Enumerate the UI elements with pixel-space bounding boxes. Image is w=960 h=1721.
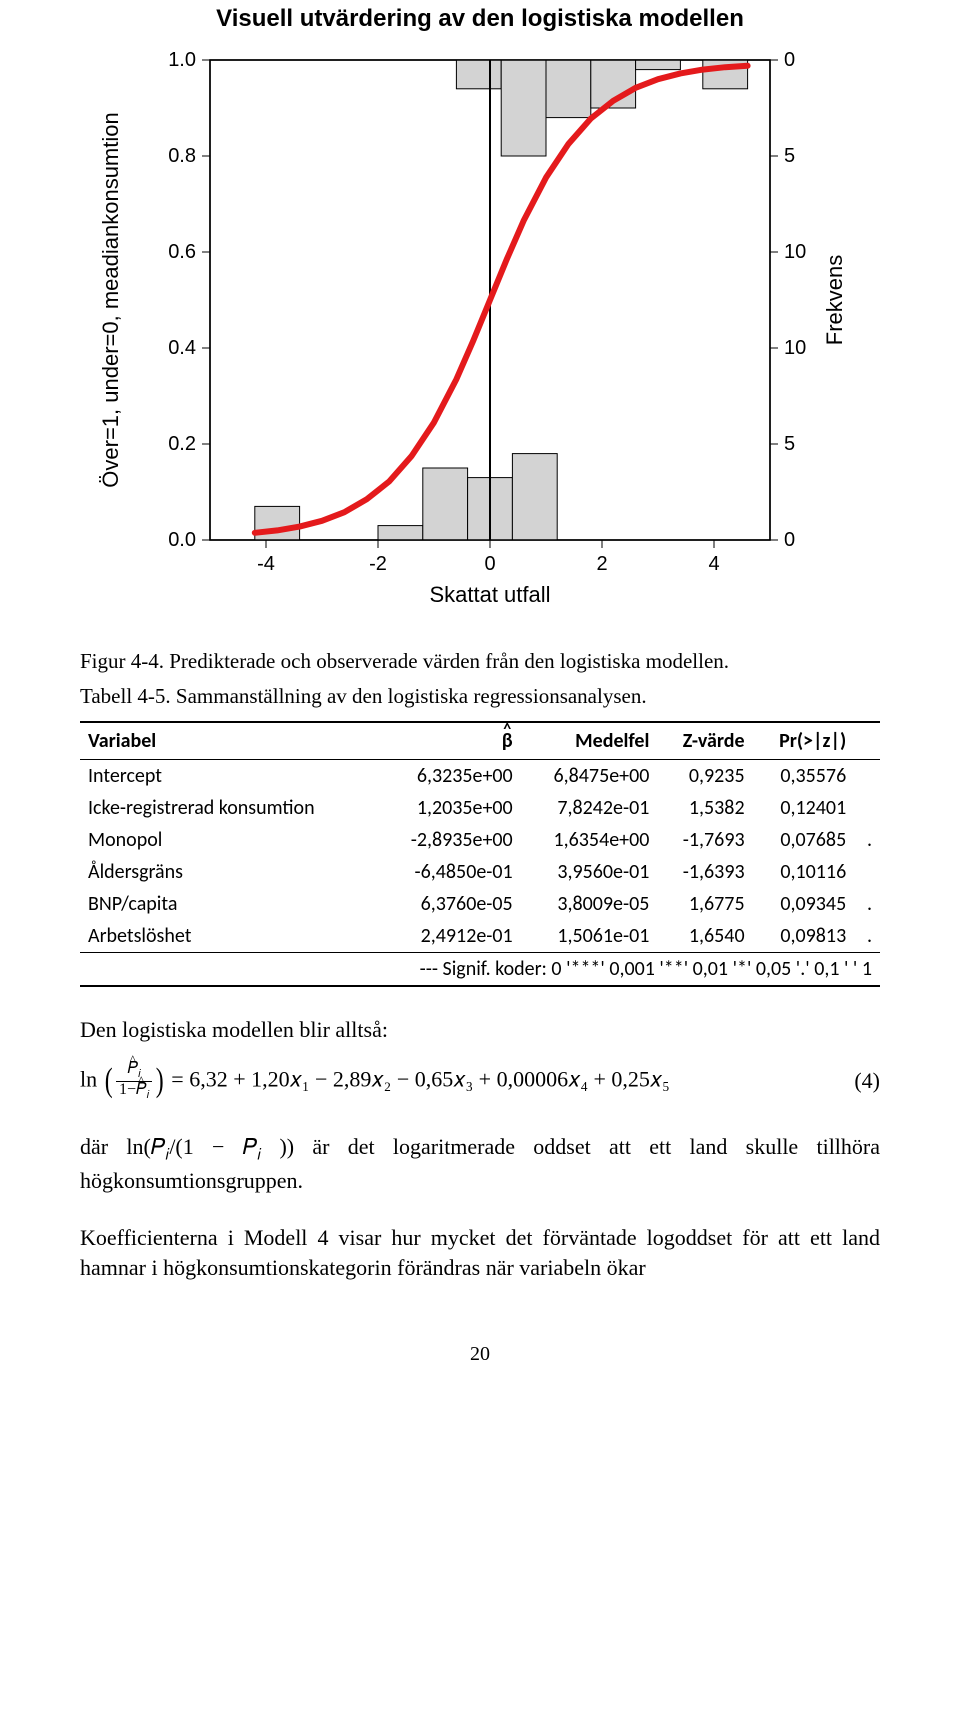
table-cell: 0,09813 — [753, 920, 855, 953]
table-cell: 1,2035e+00 — [377, 792, 521, 824]
chart-container: Visuell utvärdering av den logistiska mo… — [80, 0, 880, 625]
table-cell: . — [854, 920, 880, 953]
table-cell: 6,3760e-05 — [377, 888, 521, 920]
paragraph-coeffs: Koefficienterna i Modell 4 visar hur myc… — [80, 1223, 880, 1282]
table-cell: 0,12401 — [753, 792, 855, 824]
table-cell: 1,6354e+00 — [521, 824, 658, 856]
table-cell: 0,07685 — [753, 824, 855, 856]
svg-text:0.6: 0.6 — [168, 241, 196, 263]
table-cell: 1,6775 — [657, 888, 752, 920]
table-cell: 3,9560e-01 — [521, 856, 658, 888]
table-cell: Intercept — [80, 760, 377, 793]
table-cell: Monopol — [80, 824, 377, 856]
equation-number: (4) — [820, 1068, 880, 1094]
table-cell: -2,8935e+00 — [377, 824, 521, 856]
svg-text:0: 0 — [784, 49, 795, 71]
svg-text:-4: -4 — [257, 553, 275, 575]
svg-text:0.8: 0.8 — [168, 145, 196, 167]
regression-table: VariabelβMedelfelZ-värdePr(>|z|) Interce… — [80, 721, 880, 987]
table-cell: 6,3235e+00 — [377, 760, 521, 793]
svg-text:10: 10 — [784, 337, 806, 359]
table-cell: 0,9235 — [657, 760, 752, 793]
table-cell: 6,8475e+00 — [521, 760, 658, 793]
svg-text:0: 0 — [784, 529, 795, 551]
svg-text:0.4: 0.4 — [168, 337, 196, 359]
svg-text:-2: -2 — [369, 553, 387, 575]
table-cell: -1,6393 — [657, 856, 752, 888]
svg-text:2: 2 — [596, 553, 607, 575]
svg-text:Frekvens: Frekvens — [822, 255, 847, 345]
table-cell: . — [854, 888, 880, 920]
table-cell: 7,8242e-01 — [521, 792, 658, 824]
table-header — [854, 722, 880, 760]
table-cell: -1,7693 — [657, 824, 752, 856]
table-header: Medelfel — [521, 722, 658, 760]
model-intro: Den logistiska modellen blir alltså: — [80, 1015, 880, 1045]
table-cell: -6,4850e-01 — [377, 856, 521, 888]
svg-text:1.0: 1.0 — [168, 49, 196, 71]
table-cell: 0,10116 — [753, 856, 855, 888]
svg-text:4: 4 — [708, 553, 719, 575]
table-header: β — [377, 722, 521, 760]
page-number: 20 — [80, 1343, 880, 1366]
table-cell: BNP/capita — [80, 888, 377, 920]
table-cell: 2,4912e-01 — [377, 920, 521, 953]
table-cell: 0,09345 — [753, 888, 855, 920]
table-cell: 1,5061e-01 — [521, 920, 658, 953]
svg-text:Skattat utfall: Skattat utfall — [429, 582, 550, 607]
table-cell — [854, 856, 880, 888]
svg-text:0: 0 — [484, 553, 495, 575]
svg-text:Över=1, under=0, meadiankonsum: Över=1, under=0, meadiankonsumtion — [98, 112, 123, 487]
table-header: Variabel — [80, 722, 377, 760]
table-cell: 0,35576 — [753, 760, 855, 793]
svg-text:10: 10 — [784, 241, 806, 263]
svg-text:0.2: 0.2 — [168, 433, 196, 455]
svg-text:Visuell utvärdering av den log: Visuell utvärdering av den logistiska mo… — [216, 5, 744, 32]
table-cell: Arbetslöshet — [80, 920, 377, 953]
signif-codes: --- Signif. koder: 0 '***' 0,001 '**' 0,… — [80, 953, 880, 987]
table-cell: Åldersgräns — [80, 856, 377, 888]
table-cell — [854, 792, 880, 824]
table-cell: 3,8009e-05 — [521, 888, 658, 920]
table-cell: 1,6540 — [657, 920, 752, 953]
table-cell — [854, 760, 880, 793]
svg-text:0.0: 0.0 — [168, 529, 196, 551]
paragraph-where: där ln(𝑃𝑖/(1 − 𝑃𝑖 )) är det logaritmerad… — [80, 1132, 880, 1196]
table-cell: Icke-registrerad konsumtion — [80, 792, 377, 824]
table-cell: . — [854, 824, 880, 856]
svg-text:5: 5 — [784, 433, 795, 455]
svg-text:5: 5 — [784, 145, 795, 167]
equation-rhs: = 6,32 + 1,20𝑥₁ − 2,89𝑥₂ − 0,65𝑥₃ + 0,00… — [166, 1066, 670, 1091]
table-header: Pr(>|z|) — [753, 722, 855, 760]
table-cell: 1,5382 — [657, 792, 752, 824]
logistic-chart: Visuell utvärdering av den logistiska mo… — [80, 0, 880, 620]
figure-caption: Figur 4-4. Predikterade och observerade … — [80, 649, 880, 674]
table-caption: Tabell 4-5. Sammanställning av den logis… — [80, 684, 880, 709]
equation-4: ln (𝑃𝑖1−𝑃𝑖) = 6,32 + 1,20𝑥₁ − 2,89𝑥₂ − 0… — [80, 1061, 880, 1102]
table-header: Z-värde — [657, 722, 752, 760]
